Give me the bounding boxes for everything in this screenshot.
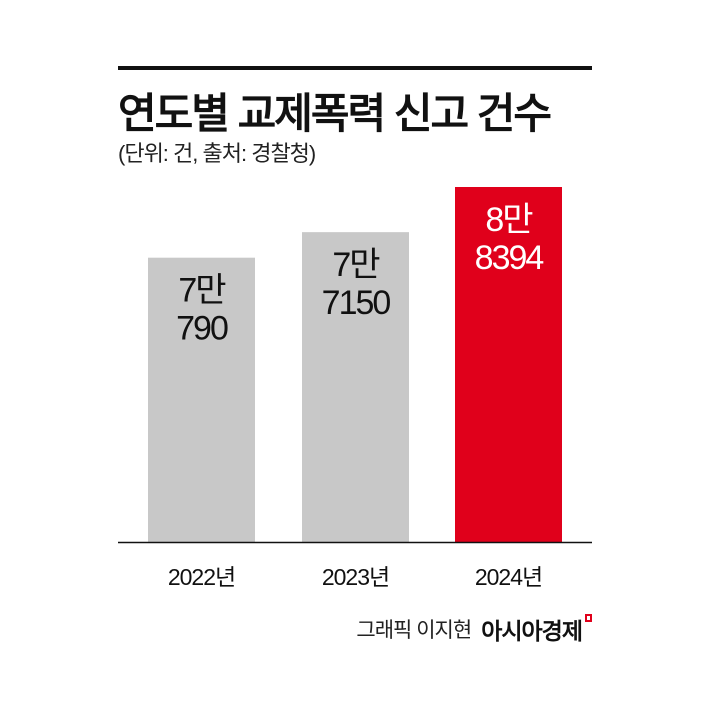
data-label: 790 xyxy=(176,310,228,348)
x-tick-label: 2023년 xyxy=(322,564,389,590)
top-rule xyxy=(118,66,592,70)
data-label: 8394 xyxy=(475,239,544,277)
bar xyxy=(302,232,409,542)
data-label: 7만 xyxy=(178,272,226,310)
data-label: 7150 xyxy=(322,284,391,322)
bar xyxy=(455,187,562,542)
x-tick-label: 2024년 xyxy=(475,564,542,590)
publisher-logo-text: 아시아경제 xyxy=(481,618,583,644)
credit: 그래픽 이지현 아시아경제 xyxy=(356,612,592,646)
bar xyxy=(148,257,255,542)
logo-mark-icon xyxy=(585,614,592,622)
data-label: 8만 xyxy=(485,201,533,239)
data-label: 7만 xyxy=(332,246,380,284)
graphic-credit: 그래픽 이지현 xyxy=(356,619,472,642)
publisher-logo: 아시아경제 xyxy=(481,612,592,646)
chart-title: 연도별 교제폭력 신고 건수 xyxy=(118,90,552,137)
x-tick-label: 2022년 xyxy=(168,564,235,590)
chart-subtitle: (단위: 건, 출처: 경찰청) xyxy=(118,141,316,166)
